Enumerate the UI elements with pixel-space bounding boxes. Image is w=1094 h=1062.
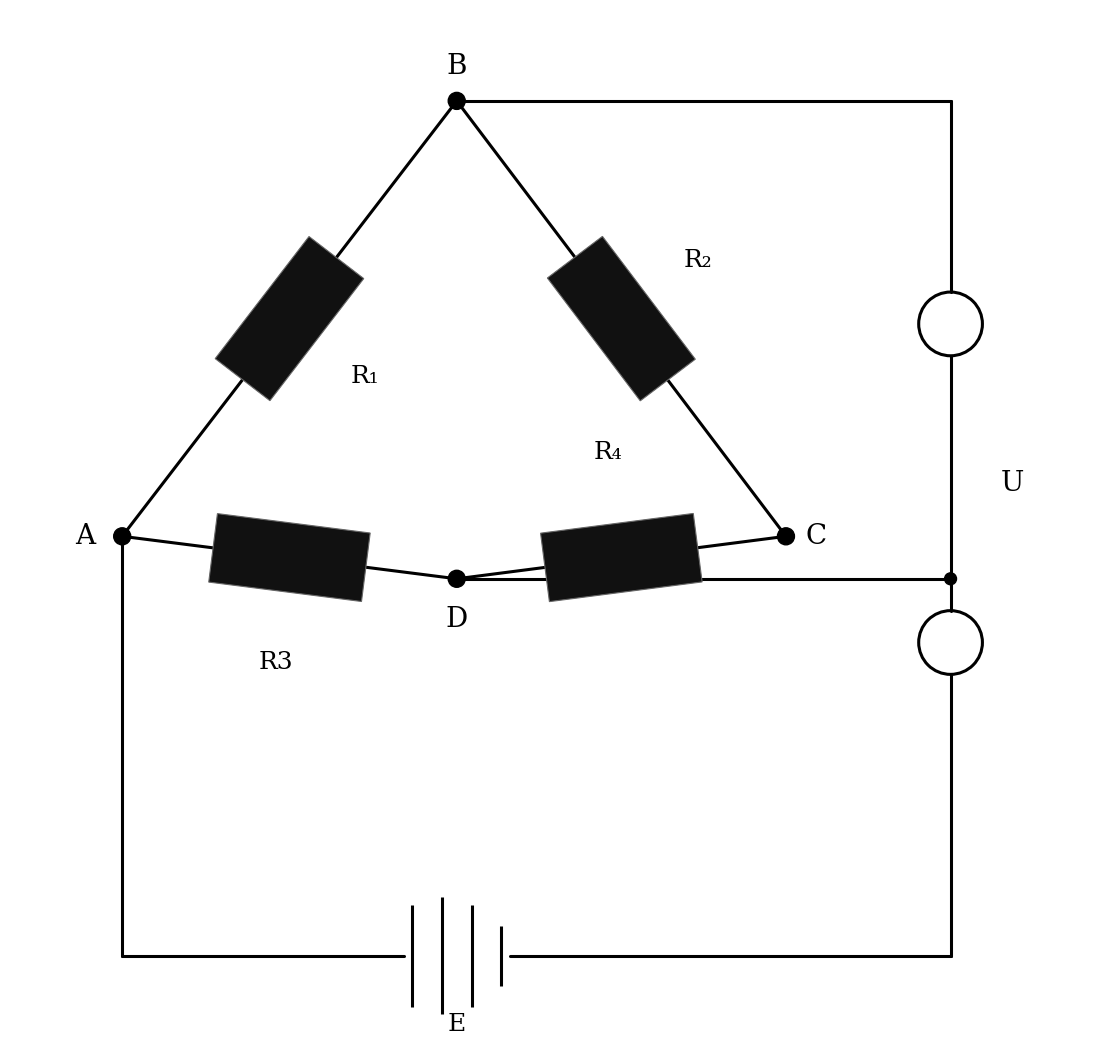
Circle shape	[449, 570, 465, 587]
Text: D: D	[445, 605, 468, 633]
Bar	[540, 513, 702, 602]
Bar	[547, 237, 696, 400]
Text: B: B	[446, 53, 467, 81]
Bar	[216, 237, 363, 400]
Circle shape	[449, 92, 465, 109]
Text: U: U	[1001, 469, 1024, 497]
Text: R3: R3	[259, 651, 293, 674]
Circle shape	[114, 528, 130, 545]
Text: R₁: R₁	[351, 365, 380, 389]
Text: E: E	[447, 1013, 466, 1037]
Text: R₂: R₂	[684, 250, 712, 273]
Text: R₄: R₄	[593, 441, 622, 464]
Text: A: A	[75, 523, 95, 550]
Circle shape	[778, 528, 794, 545]
Circle shape	[944, 572, 956, 585]
Text: C: C	[805, 523, 826, 550]
Bar	[209, 514, 370, 601]
